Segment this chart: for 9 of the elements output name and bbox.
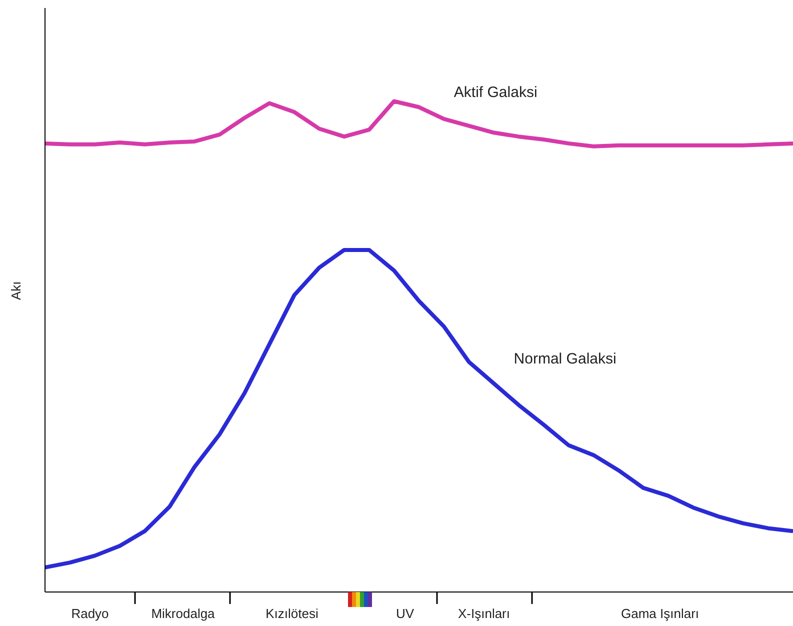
text: UV [396,606,414,621]
text: X-Işınları [456,606,511,621]
series-label: Normal Galaksi [514,350,616,368]
text: Mikrodalga [150,606,216,621]
y-axis-title: Akı [8,281,24,300]
text: Kızılötesi [264,606,320,621]
text: Gama Işınları [620,606,700,621]
text: Radyo [70,606,110,621]
series-label: Aktif Galaksi [454,84,538,101]
